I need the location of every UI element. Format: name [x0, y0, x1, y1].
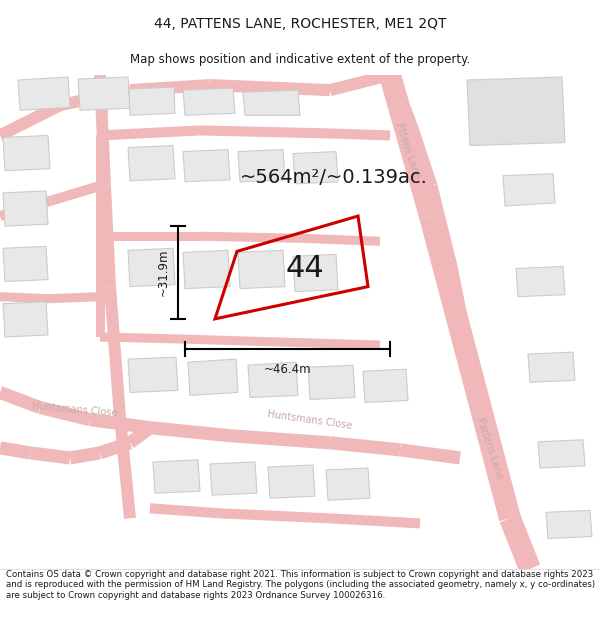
Polygon shape — [329, 436, 401, 456]
Polygon shape — [100, 126, 200, 141]
Polygon shape — [516, 266, 565, 297]
Polygon shape — [183, 251, 230, 289]
Polygon shape — [49, 181, 101, 206]
Polygon shape — [403, 123, 437, 188]
Polygon shape — [99, 186, 116, 287]
Polygon shape — [38, 401, 92, 426]
Polygon shape — [230, 429, 331, 449]
Polygon shape — [100, 332, 180, 344]
Text: ~564m²/~0.139ac.: ~564m²/~0.139ac. — [240, 168, 428, 187]
Polygon shape — [69, 446, 101, 464]
Polygon shape — [243, 90, 300, 115]
Polygon shape — [200, 126, 330, 139]
Text: ~31.9m: ~31.9m — [157, 249, 170, 296]
Polygon shape — [0, 100, 62, 141]
Polygon shape — [293, 152, 338, 184]
Polygon shape — [326, 468, 370, 500]
Polygon shape — [443, 265, 478, 369]
Polygon shape — [423, 184, 457, 268]
Polygon shape — [248, 362, 298, 398]
Text: Contains OS data © Crown copyright and database right 2021. This information is : Contains OS data © Crown copyright and d… — [6, 570, 595, 599]
Polygon shape — [3, 302, 48, 337]
Polygon shape — [460, 364, 521, 521]
Polygon shape — [300, 234, 380, 246]
Polygon shape — [363, 369, 408, 402]
Polygon shape — [0, 196, 52, 221]
Polygon shape — [188, 359, 238, 396]
Polygon shape — [500, 514, 540, 573]
Polygon shape — [379, 72, 440, 219]
Polygon shape — [128, 248, 175, 287]
Polygon shape — [293, 254, 338, 292]
Polygon shape — [268, 465, 315, 498]
Polygon shape — [130, 79, 211, 96]
Text: Map shows position and indicative extent of the property.: Map shows position and indicative extent… — [130, 53, 470, 66]
Polygon shape — [98, 437, 132, 459]
Polygon shape — [220, 508, 330, 523]
Polygon shape — [0, 292, 50, 303]
Polygon shape — [3, 136, 50, 171]
Polygon shape — [126, 422, 154, 448]
Polygon shape — [280, 338, 380, 349]
Polygon shape — [100, 232, 200, 241]
Polygon shape — [18, 77, 70, 110]
Polygon shape — [330, 513, 420, 528]
Text: Huntsmans Close: Huntsmans Close — [32, 401, 118, 418]
Polygon shape — [183, 88, 235, 115]
Polygon shape — [503, 174, 555, 206]
Polygon shape — [308, 365, 355, 399]
Polygon shape — [238, 251, 285, 289]
Polygon shape — [100, 181, 105, 191]
Polygon shape — [183, 149, 230, 182]
Polygon shape — [149, 503, 220, 518]
Text: Pattens Lane: Pattens Lane — [475, 416, 505, 479]
Polygon shape — [94, 75, 111, 186]
Polygon shape — [114, 417, 136, 519]
Polygon shape — [149, 421, 230, 442]
Polygon shape — [95, 136, 104, 236]
Polygon shape — [238, 149, 285, 182]
Polygon shape — [546, 510, 592, 539]
Polygon shape — [383, 72, 417, 128]
Text: 44, PATTENS LANE, ROCHESTER, ME1 2QT: 44, PATTENS LANE, ROCHESTER, ME1 2QT — [154, 17, 446, 31]
Polygon shape — [104, 286, 126, 418]
Polygon shape — [128, 357, 178, 392]
Polygon shape — [488, 90, 545, 126]
Polygon shape — [78, 77, 130, 110]
Polygon shape — [329, 69, 391, 96]
Text: Huntsmans Close: Huntsmans Close — [267, 409, 353, 431]
Polygon shape — [128, 146, 175, 181]
Polygon shape — [467, 77, 565, 146]
Polygon shape — [153, 460, 200, 493]
Polygon shape — [210, 79, 330, 96]
Polygon shape — [0, 386, 42, 414]
Polygon shape — [29, 446, 71, 464]
Polygon shape — [3, 246, 48, 282]
Polygon shape — [89, 413, 151, 434]
Polygon shape — [3, 191, 48, 226]
Polygon shape — [419, 213, 481, 370]
Polygon shape — [200, 232, 300, 242]
Polygon shape — [50, 292, 100, 303]
Polygon shape — [180, 334, 280, 346]
Polygon shape — [59, 84, 131, 111]
Polygon shape — [528, 352, 575, 382]
Polygon shape — [330, 128, 390, 141]
Polygon shape — [210, 462, 257, 495]
Text: ~46.4m: ~46.4m — [263, 362, 311, 376]
Polygon shape — [399, 443, 461, 464]
Polygon shape — [538, 440, 585, 468]
Text: Pttens Lane: Pttens Lane — [394, 121, 422, 180]
Polygon shape — [95, 236, 104, 337]
Polygon shape — [0, 441, 31, 459]
Polygon shape — [129, 87, 175, 115]
Text: 44: 44 — [285, 254, 324, 282]
